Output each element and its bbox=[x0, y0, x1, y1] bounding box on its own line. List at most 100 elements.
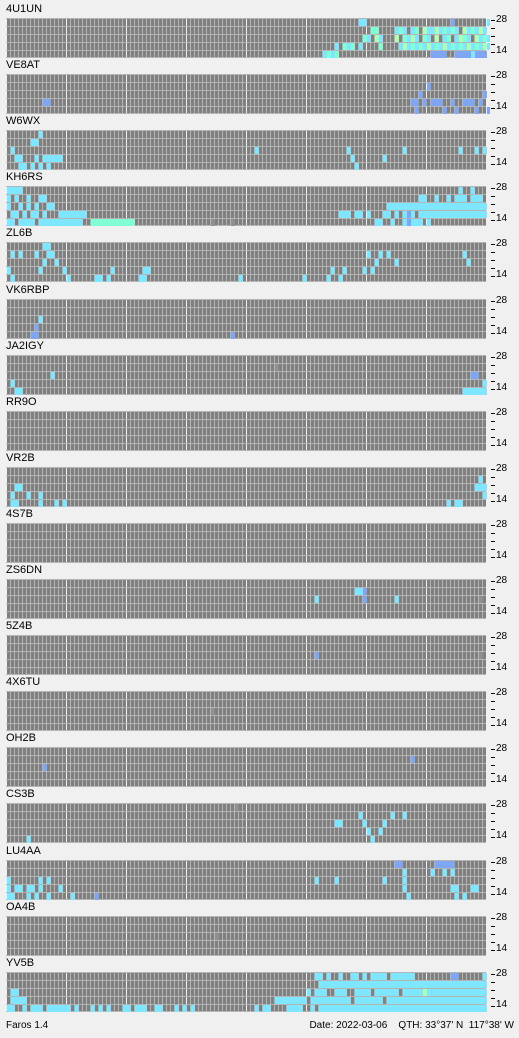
axis-tick bbox=[491, 997, 495, 999]
signal-cell bbox=[479, 483, 483, 491]
signal-cell bbox=[395, 203, 399, 211]
signal-cell bbox=[39, 499, 43, 507]
axis-tick bbox=[491, 805, 495, 807]
axis-tick bbox=[491, 613, 495, 614]
signal-cell bbox=[439, 988, 443, 996]
propagation-grid bbox=[6, 635, 487, 676]
signal-cell bbox=[323, 1004, 327, 1012]
signal-cell bbox=[331, 267, 335, 275]
signal-cell bbox=[11, 1004, 15, 1012]
axis-tick bbox=[491, 861, 495, 863]
signal-cell bbox=[455, 35, 459, 42]
signal-cell bbox=[415, 203, 419, 211]
signal-cell bbox=[459, 187, 463, 195]
signal-cell bbox=[283, 996, 287, 1004]
signal-cell bbox=[439, 27, 443, 34]
signal-cell bbox=[355, 996, 359, 1004]
signal-cell bbox=[431, 988, 435, 996]
signal-cell bbox=[43, 99, 47, 107]
signal-cell bbox=[439, 99, 443, 107]
axis-tick bbox=[491, 524, 495, 526]
signal-cell bbox=[487, 107, 490, 115]
signal-cell bbox=[135, 1004, 139, 1012]
signal-cell bbox=[319, 972, 323, 980]
signal-cell bbox=[211, 708, 215, 716]
signal-cell bbox=[467, 51, 471, 58]
signal-cell bbox=[15, 483, 19, 491]
band-axis: 28 14 bbox=[490, 632, 519, 675]
axis-tick bbox=[491, 300, 495, 302]
signal-cell bbox=[427, 35, 431, 42]
signal-cell bbox=[335, 1004, 339, 1012]
signal-cell bbox=[15, 996, 19, 1004]
signal-cell bbox=[447, 203, 451, 211]
signal-cell bbox=[419, 219, 423, 227]
signal-cell bbox=[387, 988, 391, 996]
beacon-callsign: LU4AA bbox=[6, 844, 41, 857]
signal-cell bbox=[447, 195, 451, 203]
signal-cell bbox=[39, 315, 43, 323]
signal-cell bbox=[407, 211, 411, 219]
signal-cell bbox=[479, 27, 483, 34]
band-axis: 28 14 bbox=[490, 856, 519, 900]
signal-cell bbox=[7, 195, 11, 203]
signal-cell bbox=[423, 195, 427, 203]
status-info: Date: 2022-03-06 QTH: 33°37' N 117°38' W bbox=[309, 1020, 514, 1032]
axis-tick bbox=[491, 949, 495, 951]
signal-cell bbox=[479, 596, 483, 603]
signal-cell bbox=[359, 980, 363, 988]
signal-cell bbox=[351, 43, 355, 50]
signal-cell bbox=[23, 211, 27, 219]
signal-cell bbox=[375, 980, 379, 988]
signal-cell bbox=[319, 980, 323, 988]
axis-tick bbox=[491, 941, 495, 943]
app-version: Faros 1.4 bbox=[6, 1020, 49, 1031]
signal-cell bbox=[335, 988, 339, 996]
signal-cell bbox=[275, 363, 279, 371]
signal-cell bbox=[291, 1004, 295, 1012]
signal-cell bbox=[39, 876, 43, 884]
signal-cell bbox=[447, 43, 451, 50]
axis-tick bbox=[491, 20, 495, 21]
propagation-grid bbox=[6, 410, 487, 451]
beacon-panel: 5Z4B 28 14 bbox=[0, 619, 519, 676]
signal-cell bbox=[403, 876, 407, 884]
signal-cell bbox=[19, 155, 23, 163]
beacon-callsign: ZL6B bbox=[6, 227, 33, 240]
axis-tick bbox=[491, 36, 495, 37]
signal-cell bbox=[419, 996, 423, 1004]
signal-cell bbox=[423, 996, 427, 1004]
signal-cell bbox=[431, 203, 435, 211]
signal-cell bbox=[451, 99, 455, 107]
axis-tick bbox=[491, 412, 495, 414]
date-readout: Date: 2022-03-06 bbox=[309, 1020, 388, 1031]
signal-cell bbox=[479, 35, 483, 42]
propagation-grid bbox=[6, 915, 487, 956]
signal-cell bbox=[311, 996, 315, 1004]
signal-cell bbox=[451, 1004, 455, 1012]
beacon-panel: OH2B 28 14 bbox=[0, 731, 519, 788]
axis-label-bottom: 14 bbox=[496, 45, 508, 56]
axis-tick bbox=[491, 548, 495, 550]
signal-cell bbox=[67, 211, 71, 219]
signal-cell bbox=[371, 27, 375, 34]
signal-cell bbox=[347, 211, 351, 219]
signal-cell bbox=[483, 35, 487, 42]
signal-cell bbox=[435, 860, 439, 868]
signal-cell bbox=[403, 147, 407, 155]
signal-cell bbox=[451, 884, 455, 892]
signal-cell bbox=[355, 972, 359, 980]
signal-cell bbox=[43, 764, 47, 772]
beacon-callsign: 4S7B bbox=[6, 507, 33, 520]
axis-tick bbox=[491, 92, 495, 94]
propagation-grid bbox=[6, 747, 487, 788]
axis-tick bbox=[491, 100, 495, 102]
signal-cell bbox=[315, 988, 319, 996]
signal-cell bbox=[63, 267, 67, 275]
propagation-grid bbox=[6, 74, 490, 115]
signal-cell bbox=[435, 43, 439, 50]
signal-cell bbox=[343, 988, 347, 996]
axis-tick bbox=[491, 669, 495, 671]
signal-cell bbox=[51, 203, 55, 211]
beacon-panel: VK6RBP 28 14 bbox=[0, 283, 519, 339]
